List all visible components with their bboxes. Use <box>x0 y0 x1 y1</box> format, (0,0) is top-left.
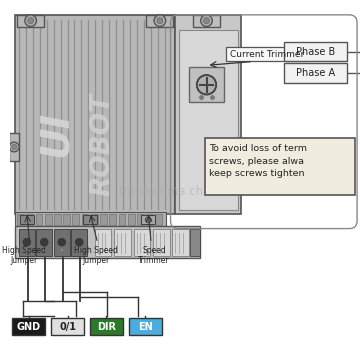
Bar <box>284 63 347 83</box>
Bar <box>15 226 200 258</box>
Bar <box>118 214 125 225</box>
Bar <box>172 229 189 256</box>
Bar <box>141 215 155 224</box>
Circle shape <box>77 248 81 252</box>
Bar <box>91 214 98 225</box>
Bar <box>193 15 220 27</box>
Bar <box>20 215 33 224</box>
Circle shape <box>25 15 36 27</box>
Circle shape <box>157 18 163 24</box>
Bar <box>82 214 89 225</box>
Circle shape <box>75 238 83 246</box>
Bar <box>95 229 111 256</box>
Bar <box>146 214 153 225</box>
Bar <box>129 318 162 336</box>
Circle shape <box>197 75 216 95</box>
Bar <box>175 15 242 214</box>
Text: Phase B: Phase B <box>296 47 335 57</box>
Bar <box>72 214 79 225</box>
Bar <box>19 229 35 256</box>
Text: High Speed
Jumper: High Speed Jumper <box>2 246 46 265</box>
Circle shape <box>58 238 66 246</box>
Bar <box>51 318 84 336</box>
Circle shape <box>204 18 210 24</box>
Bar <box>156 214 162 225</box>
Bar <box>226 47 309 62</box>
Text: UI: UI <box>37 111 75 157</box>
Bar <box>54 229 69 256</box>
Bar <box>45 214 51 225</box>
Text: trade.china.ch: trade.china.ch <box>118 185 203 198</box>
Bar <box>36 229 52 256</box>
Text: High Speed
Jumper: High Speed Jumper <box>74 246 118 265</box>
Bar <box>189 67 224 102</box>
Bar <box>137 214 144 225</box>
Bar <box>12 318 45 336</box>
Bar <box>72 229 87 256</box>
Bar <box>114 229 131 256</box>
Bar <box>284 42 347 62</box>
Bar <box>179 30 238 210</box>
Bar <box>90 318 123 336</box>
Bar <box>54 214 61 225</box>
Bar <box>26 214 33 225</box>
Text: GND: GND <box>17 322 41 332</box>
Bar <box>204 138 355 194</box>
Bar <box>83 215 97 224</box>
Bar <box>9 133 19 161</box>
Bar <box>36 214 42 225</box>
Circle shape <box>60 248 64 252</box>
Circle shape <box>28 18 33 24</box>
Bar <box>17 15 44 27</box>
Text: ROBOT: ROBOT <box>90 93 116 195</box>
Circle shape <box>201 15 212 27</box>
Circle shape <box>145 217 151 223</box>
Bar <box>128 214 135 225</box>
Bar <box>146 15 174 27</box>
Bar <box>134 229 150 256</box>
Circle shape <box>9 142 19 152</box>
Text: EN: EN <box>138 322 153 332</box>
Bar <box>17 214 24 225</box>
Text: DIR: DIR <box>97 322 116 332</box>
Bar <box>15 15 175 214</box>
Text: 0/1: 0/1 <box>59 322 76 332</box>
Text: To avoid loss of term
screws, please alwa
keep screws tighten: To avoid loss of term screws, please alw… <box>210 144 307 178</box>
Bar <box>15 212 166 226</box>
Circle shape <box>42 248 46 252</box>
Bar <box>153 229 170 256</box>
Bar <box>190 229 200 256</box>
Circle shape <box>12 144 17 149</box>
Circle shape <box>23 238 31 246</box>
Circle shape <box>25 248 29 252</box>
Text: Phase A: Phase A <box>296 68 335 78</box>
Circle shape <box>154 15 166 27</box>
Text: Current Trimmer: Current Trimmer <box>230 50 304 59</box>
Bar <box>63 214 70 225</box>
Text: Speed
Trimmer: Speed Trimmer <box>138 246 170 265</box>
Bar <box>100 214 107 225</box>
Circle shape <box>40 238 48 246</box>
Bar <box>109 214 116 225</box>
